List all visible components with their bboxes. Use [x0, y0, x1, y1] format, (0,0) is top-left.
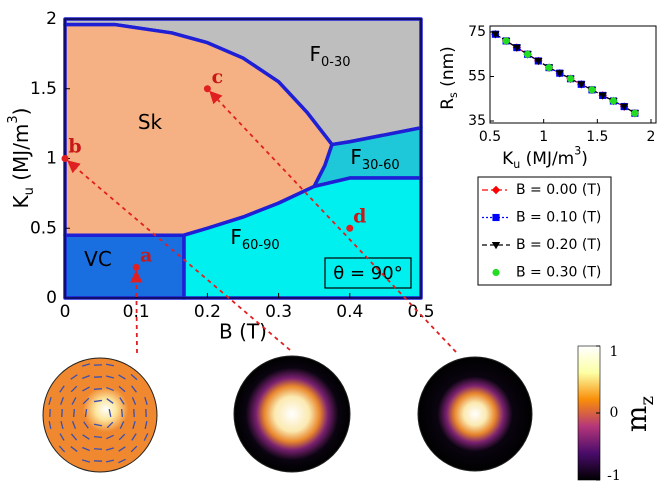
- spin-arrow: [94, 437, 102, 438]
- x-tick-label: 0.3: [265, 302, 292, 322]
- spin-arrow: [74, 409, 75, 417]
- colorbar-tick-label: 0: [610, 405, 619, 421]
- y-tick-label: 1: [46, 149, 57, 169]
- y-tick-label: 55: [468, 69, 486, 85]
- label-part: m: [620, 406, 653, 433]
- label-part: (MJ/m: [520, 149, 574, 169]
- label-part: VC: [84, 247, 112, 271]
- label-part: (nm): [438, 46, 458, 92]
- marker: [492, 269, 499, 276]
- legend-label: B = 0.30 (T): [516, 265, 601, 281]
- label-part: Sk: [138, 110, 163, 134]
- point-label: b: [68, 136, 81, 158]
- point: [204, 85, 211, 92]
- annotation: θ = 90°: [333, 263, 402, 284]
- x-tick-label: 2: [647, 129, 656, 145]
- marker: [567, 75, 574, 82]
- marker: [631, 110, 638, 117]
- label: VC: [84, 247, 112, 271]
- marker: [545, 64, 552, 71]
- label: Rs (nm): [438, 46, 460, 110]
- label-part: u: [22, 187, 37, 195]
- legend-label: B = 0.00 (T): [516, 182, 601, 198]
- point-label: a: [140, 244, 152, 266]
- label-part: ): [9, 107, 33, 115]
- label-part: 60-90: [242, 238, 280, 253]
- label-part: 0-30: [321, 55, 351, 70]
- y-tick-label: 75: [468, 24, 486, 40]
- marker: [503, 37, 510, 44]
- marker: [492, 214, 499, 221]
- images: [43, 356, 532, 472]
- spin-arrow: [94, 389, 102, 390]
- label-part: 3: [574, 144, 581, 157]
- x-tick-label: 0.4: [336, 302, 363, 322]
- y-tick-label: 0: [46, 288, 57, 308]
- marker: [610, 97, 617, 104]
- label-part: u: [513, 158, 520, 171]
- marker: [492, 186, 500, 194]
- skyrmion-image: [234, 356, 350, 472]
- label: Ku (MJ/m3): [6, 107, 37, 208]
- colorbar-tick-label: -1: [607, 468, 621, 484]
- label-part: K: [9, 195, 33, 209]
- legend-label: B = 0.10 (T): [516, 210, 601, 226]
- label-part: F: [230, 225, 242, 249]
- label: mz: [620, 396, 658, 432]
- label-part: F: [309, 42, 321, 66]
- point-label: d: [353, 205, 366, 227]
- colorbar-tick-label: 1: [610, 344, 619, 360]
- x-tick-label: 0.5: [479, 129, 501, 145]
- x-tick-label: 0: [60, 302, 71, 322]
- marker: [492, 242, 500, 249]
- x-tick-label: 0.2: [194, 302, 221, 322]
- label-part: 3: [6, 115, 21, 123]
- x-tick-label: 1: [539, 129, 548, 145]
- y-tick-label: 1.5: [30, 79, 57, 99]
- figure: F0-30SkF30-60F60-90VC00.10.20.30.40.500.…: [0, 0, 658, 488]
- spin-arrow: [122, 409, 123, 417]
- label: Ku (MJ/m3): [502, 144, 588, 171]
- label-part: ): [581, 149, 588, 169]
- label-part: 30-60: [362, 158, 400, 173]
- vortex-image: [43, 358, 157, 472]
- marker: [588, 86, 595, 93]
- label-part: z: [637, 396, 658, 406]
- label-part: (MJ/m: [9, 124, 33, 188]
- legend-label: B = 0.20 (T): [516, 237, 601, 253]
- inset-frame: [490, 26, 656, 123]
- x-tick-label: 1.5: [586, 129, 608, 145]
- label: Sk: [138, 110, 163, 134]
- marker: [524, 51, 531, 58]
- label-part: R: [438, 98, 458, 110]
- skyrmion-image: [418, 357, 532, 471]
- y-tick-label: 35: [468, 113, 486, 129]
- label-part: F: [350, 145, 362, 169]
- y-tick-label: 0.5: [30, 218, 57, 238]
- point: [133, 264, 140, 271]
- y-tick-label: 2: [46, 9, 57, 29]
- point-label: c: [212, 66, 224, 88]
